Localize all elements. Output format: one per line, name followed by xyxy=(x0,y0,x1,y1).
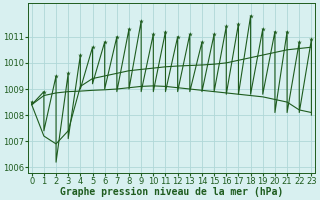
X-axis label: Graphe pression niveau de la mer (hPa): Graphe pression niveau de la mer (hPa) xyxy=(60,187,283,197)
